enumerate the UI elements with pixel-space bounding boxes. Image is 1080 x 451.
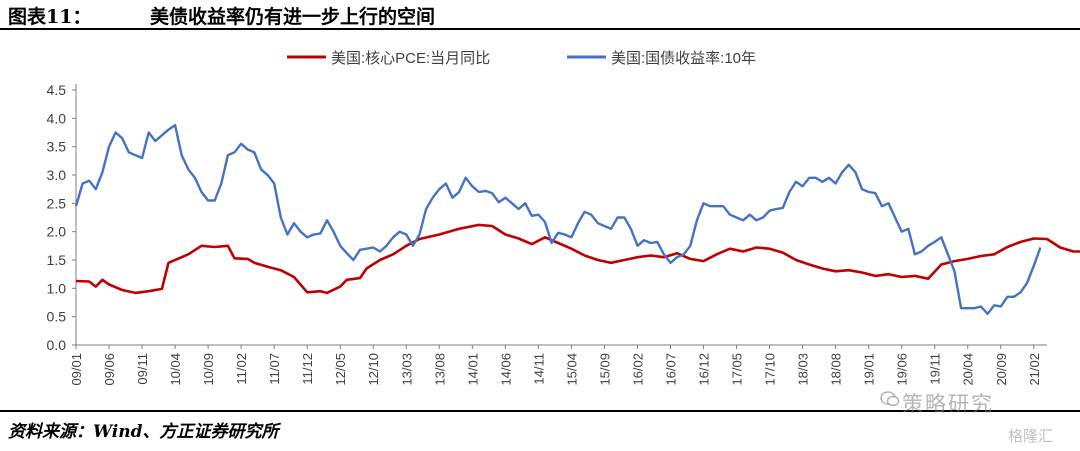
watermark-secondary: 格隆汇 (1008, 427, 1054, 445)
x-tick-label: 10/09 (201, 353, 216, 386)
series-10y-yield-line (74, 123, 1042, 315)
x-tick-label: 09/06 (102, 353, 117, 386)
y-tick-label: 3.5 (47, 139, 67, 155)
x-tick-label: 16/07 (663, 353, 678, 386)
x-tick-label: 16/02 (630, 353, 645, 386)
x-tick-label: 14/01 (465, 353, 480, 386)
y-tick-label: 0.0 (47, 337, 67, 353)
x-tick-label: 19/01 (862, 353, 877, 386)
x-tick-label: 18/03 (796, 353, 811, 386)
wechat-icon (880, 391, 900, 407)
plot-area (74, 123, 1080, 315)
x-tick-label: 12/05 (333, 353, 348, 386)
bottom-rule (0, 410, 1080, 412)
y-tick-label: 1.5 (47, 252, 67, 268)
line-chart: 美国:核心PCE:当月同比 美国:国债收益率:10年 0.0 0.5 1.0 1.5 2… (47, 50, 1080, 386)
chart-legend: 美国:核心PCE:当月同比 美国:国债收益率:10年 (287, 50, 756, 67)
x-tick-label: 11/07 (267, 353, 282, 385)
y-tick-label: 0.5 (47, 309, 67, 325)
y-axis: 0.0 0.5 1.0 1.5 2.0 2.5 3.0 3.5 4.0 4.5 (47, 82, 77, 353)
x-tick-label: 14/11 (531, 353, 546, 385)
x-tick-label: 14/06 (498, 353, 513, 386)
x-tick-label: 21/02 (1027, 353, 1042, 386)
x-tick-label: 20/09 (994, 353, 1009, 386)
x-tick-label: 09/11 (135, 353, 150, 385)
x-axis: 09/01 09/06 09/11 10/04 10/09 11/02 11/07 11/12… (69, 344, 1047, 386)
x-tick-label: 19/06 (895, 353, 910, 386)
x-tick-label: 16/12 (697, 353, 712, 386)
x-tick-label: 20/04 (961, 353, 976, 386)
y-tick-label: 4.0 (47, 110, 67, 126)
y-tick-label: 1.0 (47, 280, 67, 296)
x-tick-label: 17/05 (730, 353, 745, 386)
x-tick-label: 15/09 (597, 353, 612, 386)
y-tick-label: 2.5 (47, 195, 67, 211)
figure-header: 图表11： 美债收益率仍有进一步上行的空间 (0, 0, 1080, 30)
x-tick-label: 10/04 (168, 353, 183, 386)
x-tick-label: 17/10 (763, 353, 778, 386)
y-tick-label: 3.0 (47, 167, 67, 183)
x-tick-label: 13/03 (399, 353, 414, 386)
x-tick-label: 12/10 (366, 353, 381, 386)
series-core-pce-line (75, 223, 1080, 295)
x-tick-label: 11/12 (300, 353, 315, 385)
y-tick-label: 4.5 (47, 82, 67, 98)
figure-title: 美债收益率仍有进一步上行的空间 (150, 6, 436, 28)
x-tick-label: 15/04 (564, 353, 579, 386)
legend-label-core-pce: 美国:核心PCE:当月同比 (331, 50, 490, 67)
x-tick-label: 09/01 (69, 353, 84, 386)
legend-label-10y-yield: 美国:国债收益率:10年 (611, 50, 756, 67)
x-tick-label: 13/08 (432, 353, 447, 386)
x-tick-label: 18/08 (829, 353, 844, 386)
x-tick-label: 11/02 (234, 353, 249, 385)
x-tick-label: 19/11 (928, 353, 943, 385)
source-note: 资料来源：Wind、方正证券研究所 (8, 422, 279, 442)
figure-number: 图表11： (8, 6, 92, 28)
y-tick-label: 2.0 (47, 224, 67, 240)
watermark-primary: 策略研究 (902, 392, 994, 416)
top-rule (0, 28, 1080, 30)
